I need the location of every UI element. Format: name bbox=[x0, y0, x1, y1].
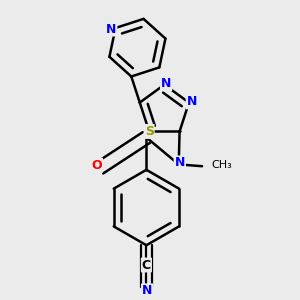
Text: N: N bbox=[142, 284, 152, 297]
Text: N: N bbox=[187, 95, 197, 108]
Text: N: N bbox=[175, 157, 185, 169]
Text: N: N bbox=[106, 22, 116, 35]
Text: C: C bbox=[142, 259, 151, 272]
Text: N: N bbox=[161, 77, 171, 90]
Text: CH₃: CH₃ bbox=[211, 160, 232, 170]
Text: S: S bbox=[145, 125, 154, 138]
Text: O: O bbox=[92, 159, 102, 172]
